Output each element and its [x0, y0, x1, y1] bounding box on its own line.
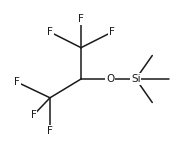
Text: F: F: [47, 27, 53, 37]
Text: Si: Si: [131, 74, 141, 84]
Text: F: F: [14, 77, 20, 87]
Text: F: F: [31, 110, 36, 120]
Text: O: O: [106, 74, 114, 84]
Text: F: F: [47, 126, 53, 136]
Text: F: F: [78, 15, 84, 24]
Text: F: F: [109, 27, 115, 37]
